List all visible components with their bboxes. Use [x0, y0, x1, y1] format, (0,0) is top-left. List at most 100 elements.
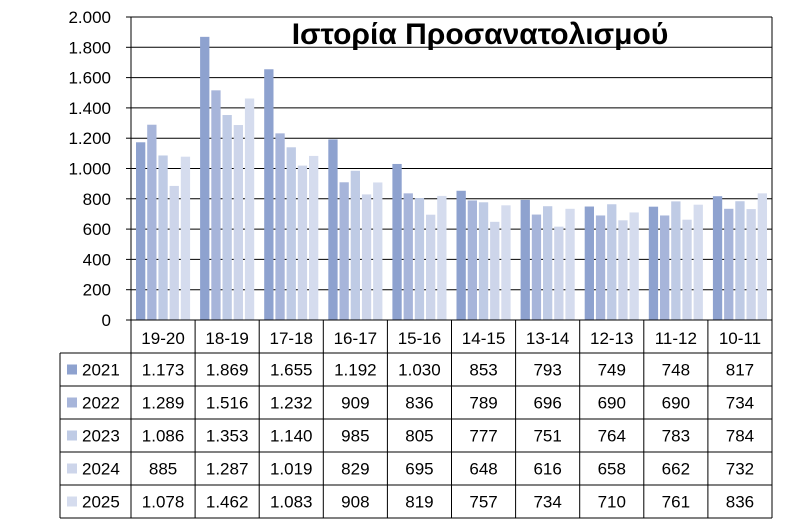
- bar-2022-18-19: [211, 90, 221, 321]
- data-label: 1.140: [270, 427, 313, 446]
- bar-2023-10-11: [735, 201, 745, 320]
- x-tick-label: 10-11: [719, 329, 761, 348]
- data-label: 734: [533, 493, 561, 512]
- legend-label-2022: 2022: [82, 394, 120, 413]
- x-tick-label: 15-16: [398, 329, 441, 348]
- data-label: 783: [662, 427, 690, 446]
- data-label: 985: [341, 427, 369, 446]
- bar-2024-14-15: [490, 221, 500, 320]
- y-tick-label: 1.600: [68, 69, 111, 88]
- bar-2025-19-20: [180, 156, 191, 320]
- data-label: 885: [149, 460, 177, 479]
- data-label: 764: [598, 427, 626, 446]
- y-tick-labels: 0 200 400 600 800 1.000 1.200 1.400 1.600 1.800 2.…: [68, 8, 111, 330]
- bar-2025-10-11: [757, 193, 767, 320]
- bar-2024-17-18: [297, 165, 308, 320]
- data-label: 1.173: [142, 361, 185, 380]
- legend-swatch-2023: [67, 430, 77, 441]
- data-label: 1.086: [142, 427, 185, 446]
- bar-2024-12-13: [618, 220, 628, 320]
- x-tick-label: 19-20: [141, 329, 184, 348]
- y-tick-label: 200: [83, 281, 111, 300]
- x-tick-label: 12-13: [590, 329, 633, 348]
- data-label: 817: [726, 361, 754, 380]
- data-label: 819: [405, 493, 433, 512]
- data-label: 734: [726, 394, 754, 413]
- data-label: 909: [341, 394, 369, 413]
- legend-swatch-2025: [67, 496, 77, 507]
- bar-2021-13-14: [520, 199, 530, 320]
- bar-2021-19-20: [136, 142, 146, 320]
- bar-2022-14-15: [467, 200, 477, 320]
- bar-2021-10-11: [712, 196, 723, 320]
- bar-2023-14-15: [478, 202, 489, 320]
- bar-2022-12-13: [595, 215, 606, 320]
- data-label: 805: [405, 427, 433, 446]
- bar-2022-19-20: [147, 124, 157, 321]
- data-label: 1.287: [206, 460, 249, 479]
- legend-label-2024: 2024: [82, 460, 120, 479]
- y-tick-label: 1.200: [68, 129, 111, 148]
- x-tick-label: 11-12: [655, 329, 697, 348]
- data-label: 777: [469, 427, 497, 446]
- bars: [136, 36, 767, 321]
- bar-2024-18-19: [233, 125, 243, 320]
- bar-2021-17-18: [264, 69, 274, 320]
- x-tick-label: 14-15: [462, 329, 505, 348]
- data-label: 761: [662, 493, 690, 512]
- data-label: 1.462: [206, 493, 249, 512]
- bar-2025-15-16: [437, 195, 447, 320]
- bar-2022-10-11: [724, 208, 734, 320]
- data-label: 690: [598, 394, 626, 413]
- y-tick-label: 800: [83, 190, 111, 209]
- bar-2023-19-20: [158, 155, 168, 320]
- bar-2022-15-16: [403, 193, 413, 320]
- bar-2022-16-17: [339, 182, 349, 320]
- bar-2025-16-17: [373, 182, 383, 320]
- data-label: 1.030: [398, 361, 441, 380]
- y-tick-label: 1.000: [68, 160, 111, 179]
- y-tick-label: 2.000: [68, 8, 111, 27]
- bar-2024-16-17: [361, 194, 372, 320]
- bar-2024-19-20: [169, 185, 179, 320]
- legend-swatch-2021: [67, 364, 77, 375]
- data-label: 648: [469, 460, 497, 479]
- data-label: 710: [598, 493, 626, 512]
- y-tick-label: 600: [83, 220, 111, 239]
- data-label: 690: [662, 394, 690, 413]
- data-label: 757: [469, 493, 497, 512]
- data-label: 732: [726, 460, 754, 479]
- y-tick-label: 0: [102, 311, 111, 330]
- data-table: 19-20 18-19 17-18 16-17 15-16 14-15 13-14 12-13…: [59, 320, 773, 519]
- data-label: 836: [726, 493, 754, 512]
- x-tick-label: 16-17: [334, 329, 377, 348]
- bar-2025-12-13: [629, 212, 639, 320]
- bar-2023-17-18: [286, 147, 296, 320]
- data-label: 1.289: [142, 394, 185, 413]
- bar-2025-17-18: [309, 155, 319, 320]
- data-label: 784: [726, 427, 754, 446]
- bar-2025-13-14: [565, 208, 575, 320]
- data-label: 695: [405, 460, 433, 479]
- data-label: 748: [662, 361, 690, 380]
- legend-swatch-2024: [67, 463, 77, 474]
- x-tick-label: 17-18: [270, 329, 313, 348]
- bar-2023-11-12: [671, 201, 681, 320]
- bar-2023-12-13: [607, 204, 617, 320]
- chart-title: Ιστορία Προσανατολισμού: [292, 18, 669, 51]
- bar-2023-18-19: [222, 115, 232, 320]
- bar-2024-15-16: [426, 214, 436, 320]
- data-label: 1.083: [270, 493, 313, 512]
- data-label: 662: [662, 460, 690, 479]
- bar-2021-14-15: [456, 190, 466, 320]
- data-label: 658: [598, 460, 626, 479]
- y-tick-label: 400: [83, 250, 111, 269]
- bar-2021-18-19: [200, 36, 210, 321]
- bar-2021-16-17: [328, 139, 338, 320]
- data-label: 1.869: [206, 361, 249, 380]
- bar-2022-13-14: [531, 214, 542, 320]
- data-label: 616: [533, 460, 561, 479]
- data-label: 789: [469, 394, 497, 413]
- x-tick-label: 13-14: [526, 329, 569, 348]
